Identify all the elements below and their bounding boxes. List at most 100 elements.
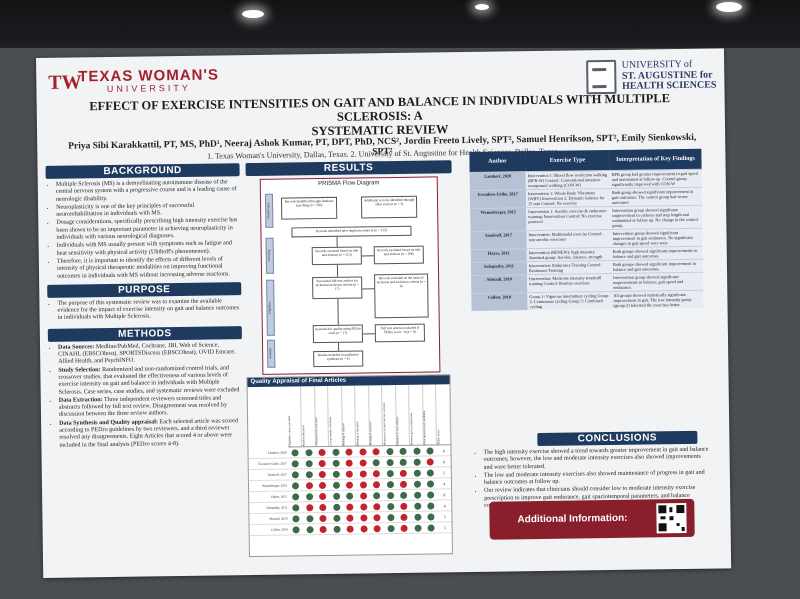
check-icon <box>413 480 421 488</box>
pedro-score: 8 <box>443 491 446 497</box>
qa-cell <box>410 458 424 466</box>
check-icon <box>386 480 394 488</box>
qr-code-icon[interactable] <box>656 502 687 534</box>
cross-icon <box>359 502 368 511</box>
cross-icon <box>373 513 381 521</box>
qa-cell <box>424 457 438 466</box>
table-body: Lambert, 2020 Intervention 1: Blood flow … <box>469 169 704 311</box>
studies-table: Author Exercise Type Interpretation of K… <box>469 148 704 311</box>
list-item: Data Synthesis and Quality appraisal: Ea… <box>59 418 243 450</box>
qa-cell <box>316 503 330 511</box>
qa-study-name: Sabapathy, 2011 <box>266 505 288 510</box>
table-cell-findings: Both groups showed significant improveme… <box>610 259 704 274</box>
qa-study-name: Sandroff, 2017 <box>267 472 287 477</box>
ceiling-light <box>242 10 264 18</box>
phase-label: Eligibility <box>266 279 275 336</box>
qa-cell <box>383 458 397 466</box>
list-item: The purpose of this systematic review wa… <box>57 298 241 322</box>
texas-womans-logo: TW TEXAS WOMAN'S UNIVERSITY <box>48 66 219 94</box>
additional-info-label: Additional Information: <box>517 512 628 526</box>
qa-cell <box>290 525 304 533</box>
purpose-heading: PURPOSE <box>47 282 242 298</box>
middle-column: RESULTS PRISMA Flow Diagram Identificati… <box>245 160 453 573</box>
qa-study-name: Ahmadi, 2010 <box>269 516 288 521</box>
check-icon <box>333 525 341 533</box>
table-cell-author: Collett, 2010 <box>471 292 528 311</box>
cross-icon <box>373 480 381 488</box>
qa-cell <box>411 491 425 499</box>
flow-connector <box>362 333 375 335</box>
table-cell-exercise: Intervention (RENEW): high intensity Sta… <box>526 247 611 262</box>
conclusions-heading: CONCLUSIONS <box>537 430 698 447</box>
table-cell-findings: All groups showed statistically signific… <box>611 290 704 309</box>
qa-cell <box>315 448 329 456</box>
qa-cell <box>356 458 370 467</box>
table-cell-exercise: Intervention 1: Blood flow restriction w… <box>525 170 610 190</box>
table-cell-author: Wonneberger, 2015 <box>470 207 527 232</box>
qa-cell <box>289 514 303 522</box>
qa-cell <box>316 492 330 500</box>
check-icon <box>427 490 435 499</box>
qa-cell <box>302 448 316 456</box>
check-icon <box>426 446 434 455</box>
check-icon <box>427 501 435 510</box>
qa-cell <box>371 524 385 532</box>
cross-icon <box>319 481 327 489</box>
qa-criterion: Between group comparisons <box>409 384 424 445</box>
qa-cell <box>289 481 303 489</box>
ceiling-light <box>716 2 742 12</box>
qa-cell <box>397 480 411 488</box>
qa-cell <box>357 491 371 500</box>
table-cell-findings: Intervention group showed significant im… <box>611 272 704 292</box>
qa-cell <box>288 448 302 456</box>
qa-cell <box>343 459 357 467</box>
flow-connector <box>338 342 340 351</box>
qa-cell <box>344 525 358 533</box>
table-cell-exercise: Intervention: Moderate intensity treadmi… <box>527 273 612 293</box>
check-icon <box>413 469 421 477</box>
table-cell-exercise: Intervention 1: Whole Body Vibrations (W… <box>525 188 611 208</box>
check-icon <box>291 459 299 467</box>
qa-cell <box>370 480 384 488</box>
background-list: Multiple Sclerosis (MS) is a demyelinati… <box>46 179 241 281</box>
qa-cell <box>384 502 398 510</box>
check-icon <box>427 468 435 477</box>
item-label: Data Sources: <box>58 343 95 351</box>
check-icon <box>346 492 354 500</box>
column-header: Author <box>469 151 526 173</box>
qa-study-name: Escudero-Uribe, 2017 <box>258 461 287 466</box>
qa-criterion: Random allocation <box>301 386 316 447</box>
qa-cell <box>303 492 317 500</box>
list-item: Multiple Sclerosis (MS) is a demyelinati… <box>56 179 240 203</box>
pedro-score: 6 <box>442 458 445 464</box>
check-icon <box>427 479 435 488</box>
qa-cell <box>330 514 344 522</box>
table-cell-author: Ahmadi, 2010 <box>471 274 528 294</box>
table-cell-author: Hayes, 2011 <box>470 248 527 263</box>
qa-cell <box>424 512 438 521</box>
check-icon <box>306 514 314 522</box>
item-label: Data Synthesis and Quality appraisal: <box>59 419 159 427</box>
cross-icon <box>319 503 327 511</box>
cross-icon <box>319 514 327 522</box>
qa-cell <box>302 470 316 478</box>
qa-cell <box>316 514 330 522</box>
cross-icon <box>373 469 381 477</box>
prisma-box: Additional records identified through ot… <box>360 195 418 219</box>
qa-cell <box>397 513 411 521</box>
table-cell-author: Sandroff, 2017 <box>470 230 527 250</box>
check-icon <box>292 514 300 522</box>
left-column: BACKGROUND Multiple Sclerosis (MS) is a … <box>45 163 244 451</box>
qa-cell <box>330 525 344 533</box>
qa-cell <box>317 525 331 533</box>
prisma-box: Records excluded based on title and abst… <box>373 245 424 265</box>
qa-cell <box>397 469 411 477</box>
qa-cell <box>383 447 397 455</box>
cross-icon <box>306 503 314 511</box>
pedro-score: 5 <box>443 524 446 530</box>
check-icon <box>332 459 340 467</box>
qa-cell <box>398 524 412 532</box>
table-cell-findings: Intervention group showed significant im… <box>610 228 703 248</box>
check-icon <box>386 458 394 466</box>
qa-cell <box>370 502 384 510</box>
